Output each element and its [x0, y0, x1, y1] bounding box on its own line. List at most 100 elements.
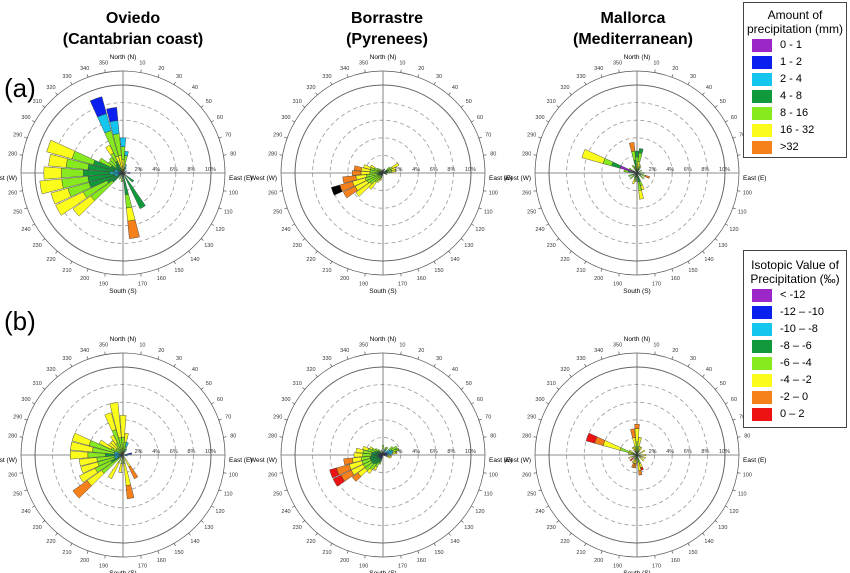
direction-tick [70, 261, 73, 265]
direction-tick [104, 273, 106, 277]
legend-swatch [752, 306, 772, 319]
direction-tick [19, 436, 23, 438]
legend-label: 16 - 32 [780, 124, 815, 136]
direction-tick-label: 60 [731, 115, 737, 121]
direction-tick [471, 402, 475, 405]
direction-tick-label: 200 [340, 276, 349, 282]
direction-tick [346, 74, 349, 78]
direction-tick-label: 30 [690, 356, 696, 362]
direction-tick-label: 60 [731, 397, 737, 403]
petal-segment [629, 142, 636, 152]
direction-tick [460, 520, 464, 523]
direction-tick [302, 520, 306, 523]
direction-tick-label: 140 [704, 257, 713, 263]
north-label: North (N) [624, 336, 651, 343]
direction-tick-label: 220 [560, 257, 569, 263]
direction-tick [279, 190, 283, 192]
ring-label: 2% [649, 167, 657, 173]
east-label: East (E) [229, 457, 252, 464]
direction-tick-label: 120 [475, 509, 484, 515]
ring-label: 8% [187, 449, 195, 455]
direction-tick [188, 532, 191, 536]
direction-tick [279, 154, 283, 156]
ring-label: 10% [205, 449, 216, 455]
petal-segment [353, 165, 362, 172]
direction-tick-label: 300 [21, 397, 30, 403]
legend-swatch [752, 408, 772, 421]
direction-tick [188, 92, 191, 96]
petal-segment [331, 184, 343, 196]
petal-segment [343, 457, 354, 466]
direction-tick-label: 330 [322, 74, 331, 80]
direction-tick-label: 350 [359, 343, 368, 349]
legend-label: -8 – -6 [780, 340, 812, 352]
direction-tick-label: 170 [398, 281, 407, 287]
direction-tick [725, 120, 729, 123]
legend-swatch [752, 90, 772, 103]
ring-label: 4% [152, 449, 160, 455]
direction-tick-label: 340 [80, 348, 89, 354]
east-label: East (E) [489, 175, 512, 182]
petal-segment [640, 184, 645, 191]
east-label: East (E) [743, 175, 766, 182]
petal-segment [368, 180, 377, 190]
legend-label: -10 – -8 [780, 323, 818, 335]
direction-tick-label: 150 [434, 268, 443, 274]
direction-tick-label: 240 [281, 509, 290, 515]
direction-tick-label: 80 [744, 434, 750, 440]
direction-tick [291, 223, 295, 226]
direction-tick [618, 273, 620, 277]
petal-segment [124, 170, 128, 173]
direction-tick [433, 363, 436, 367]
legend-precipitation: Amount of precipitation (mm) 0 - 1 1 - 2 2… [743, 2, 847, 158]
direction-tick [478, 207, 482, 210]
petal-segment [120, 137, 126, 147]
direction-tick [173, 261, 176, 265]
direction-tick-label: 300 [535, 397, 544, 403]
petal-segment [382, 445, 384, 450]
petal-segment [639, 457, 645, 462]
direction-tick-label: 60 [477, 397, 483, 403]
petal-segment [628, 449, 634, 454]
petal-segment [628, 167, 634, 172]
direction-tick-label: 120 [215, 227, 224, 233]
direction-tick-label: 200 [80, 276, 89, 282]
column-title-line1: Borrastre [350, 10, 424, 27]
direction-tick [483, 436, 487, 438]
south-label: South (S) [369, 288, 396, 295]
direction-tick-label: 110 [224, 491, 233, 497]
direction-tick-label: 330 [576, 74, 585, 80]
direction-tick [702, 374, 705, 378]
direction-tick-label: 60 [217, 115, 223, 121]
direction-tick [600, 356, 603, 360]
direction-tick [545, 120, 549, 123]
direction-tick-label: 120 [475, 227, 484, 233]
legend-label: < -12 [780, 289, 806, 301]
direction-tick [200, 387, 204, 390]
petal-segment [110, 440, 119, 450]
direction-tick [483, 154, 487, 156]
direction-tick-label: 20 [418, 348, 424, 354]
direction-tick [291, 120, 295, 123]
direction-tick-label: 320 [560, 367, 569, 373]
direction-tick [556, 520, 560, 523]
petal-segment [124, 167, 127, 171]
direction-tick-label: 30 [176, 74, 182, 80]
ring-label: 2% [395, 167, 403, 173]
direction-tick-label: 190 [359, 563, 368, 569]
direction-tick [31, 402, 35, 405]
direction-tick-label: 260 [268, 472, 277, 478]
direction-tick [671, 268, 674, 272]
direction-tick-label: 50 [466, 99, 472, 105]
petal-segment [122, 454, 128, 457]
petal-segment [124, 150, 129, 157]
direction-tick [687, 81, 690, 85]
ring-label: 10% [719, 167, 730, 173]
ring-label: 10% [465, 167, 476, 173]
direction-tick [483, 472, 487, 474]
direction-tick [200, 520, 204, 523]
direction-tick [400, 555, 402, 559]
direction-tick [569, 374, 572, 378]
direction-tick [600, 268, 603, 272]
direction-tick [140, 69, 142, 73]
